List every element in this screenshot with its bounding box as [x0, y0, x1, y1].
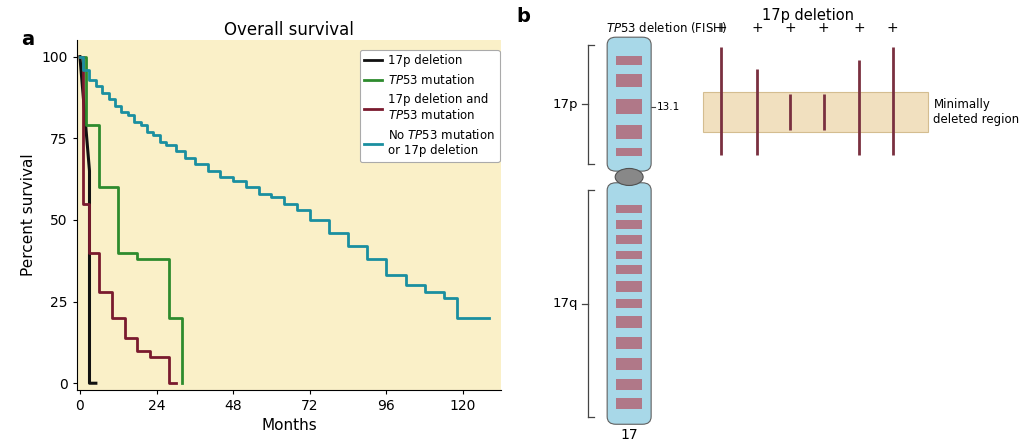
- Bar: [616, 337, 642, 349]
- Text: +: +: [785, 21, 796, 35]
- Bar: [616, 99, 642, 114]
- Text: 17q: 17q: [553, 297, 579, 310]
- Text: +: +: [817, 21, 830, 35]
- Ellipse shape: [615, 168, 643, 185]
- Legend: 17p deletion, $\it{TP53}$ mutation, 17p deletion and
$\it{TP53}$ mutation, No $\: 17p deletion, $\it{TP53}$ mutation, 17p …: [360, 50, 499, 162]
- Bar: [616, 125, 642, 139]
- Title: Overall survival: Overall survival: [224, 21, 354, 39]
- Text: 17p deletion: 17p deletion: [762, 8, 854, 23]
- Bar: [616, 316, 642, 328]
- Bar: [704, 92, 929, 132]
- Text: Minimally
deleted region: Minimally deleted region: [934, 98, 1020, 126]
- Text: 13.1: 13.1: [657, 102, 680, 112]
- Bar: [616, 235, 642, 244]
- Text: $\it{TP53}$ deletion (FISH): $\it{TP53}$ deletion (FISH): [606, 20, 727, 35]
- Text: +: +: [887, 21, 898, 35]
- Bar: [616, 265, 642, 274]
- Bar: [616, 56, 642, 65]
- Bar: [616, 251, 642, 259]
- Bar: [616, 205, 642, 213]
- Bar: [616, 281, 642, 292]
- Text: +: +: [853, 21, 865, 35]
- X-axis label: Months: Months: [261, 418, 317, 433]
- Bar: [616, 398, 642, 409]
- Bar: [616, 74, 642, 87]
- Bar: [616, 148, 642, 156]
- Text: 17p: 17p: [553, 98, 579, 111]
- Bar: [616, 299, 642, 308]
- Text: +: +: [751, 21, 763, 35]
- Bar: [616, 358, 642, 370]
- Bar: [616, 220, 642, 229]
- Y-axis label: Percent survival: Percent survival: [20, 154, 36, 276]
- FancyBboxPatch shape: [607, 37, 651, 171]
- Text: +: +: [715, 21, 727, 35]
- Text: 17: 17: [620, 428, 638, 442]
- Bar: [616, 379, 642, 390]
- Text: b: b: [517, 7, 531, 26]
- FancyBboxPatch shape: [607, 183, 651, 424]
- Text: a: a: [21, 30, 35, 49]
